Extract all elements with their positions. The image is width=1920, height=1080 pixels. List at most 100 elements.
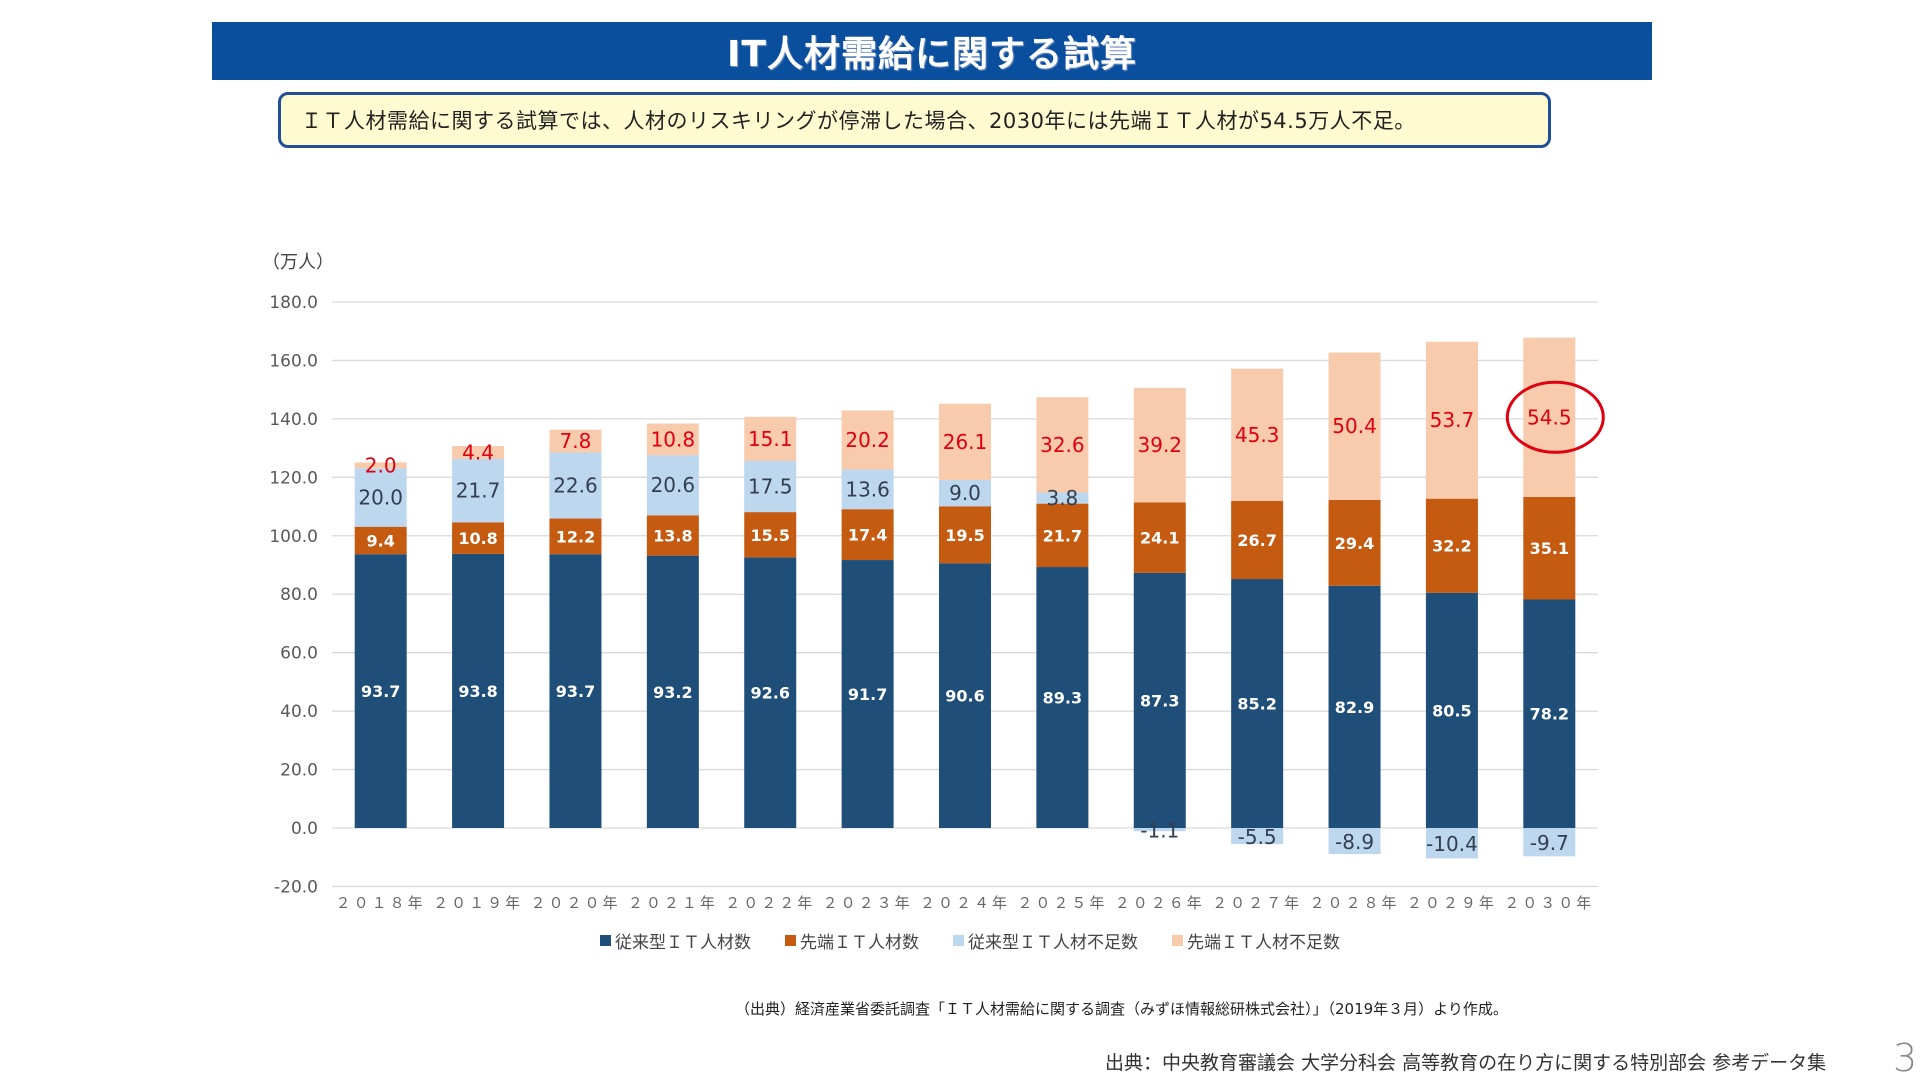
bar-conventional-shortage (1425, 828, 1478, 859)
data-label-conventional-shortage: -9.7 (1530, 831, 1569, 855)
data-label-advanced-it: 19.5 (945, 526, 984, 545)
data-label-conventional-it: 93.2 (653, 683, 692, 702)
data-label-conventional-it: 91.7 (848, 685, 887, 704)
bar-conventional-shortage (452, 458, 505, 523)
data-label-conventional-it: 89.3 (1043, 689, 1082, 708)
bar-advanced-shortage (841, 410, 894, 470)
x-tick-label: ２０２４年 (920, 894, 1010, 912)
legend-swatch (785, 935, 796, 946)
bar-conventional-it (1425, 592, 1478, 828)
bar-conventional-it (646, 555, 699, 828)
x-tick-label: ２０３０年 (1504, 894, 1594, 912)
data-label-advanced-shortage: 10.8 (651, 427, 696, 451)
data-label-advanced-it: 9.4 (367, 531, 395, 550)
bar-advanced-it (744, 512, 797, 558)
bar-advanced-shortage (1328, 352, 1381, 500)
data-label-conventional-it: 90.6 (945, 687, 984, 706)
bar-advanced-shortage (549, 429, 602, 453)
bar-conventional-shortage (1231, 828, 1284, 845)
y-tick-label: -20.0 (274, 877, 318, 897)
bar-advanced-it (452, 522, 505, 554)
x-tick-label: ２０２５年 (1017, 894, 1107, 912)
data-label-conventional-shortage: 20.0 (358, 485, 403, 509)
bar-conventional-it (1036, 567, 1089, 828)
data-label-advanced-shortage: 54.5 (1527, 405, 1572, 429)
bar-conventional-it (744, 557, 797, 828)
bar-advanced-shortage (452, 446, 505, 459)
data-label-advanced-it: 21.7 (1043, 526, 1082, 545)
bar-conventional-it (939, 563, 991, 828)
data-label-advanced-it: 26.7 (1237, 531, 1276, 550)
y-tick-label: 40.0 (280, 702, 318, 722)
data-label-conventional-shortage: 22.6 (553, 474, 598, 498)
bar-advanced-it (1231, 501, 1284, 580)
bar-advanced-it (1425, 498, 1478, 593)
data-label-conventional-shortage: -1.1 (1140, 819, 1179, 843)
data-label-conventional-it: 93.7 (361, 682, 400, 701)
bar-conventional-shortage (646, 455, 699, 516)
legend-label: 先端ＩＴ人材数 (800, 933, 919, 953)
data-label-advanced-it: 29.4 (1335, 534, 1374, 553)
data-label-conventional-it: 93.8 (458, 682, 497, 701)
bar-conventional-it (1523, 599, 1576, 828)
bar-conventional-shortage (1328, 828, 1381, 855)
bar-conventional-shortage (1133, 828, 1186, 832)
bar-advanced-it (841, 509, 894, 561)
data-label-advanced-shortage: 50.4 (1332, 414, 1377, 438)
data-label-conventional-it: 92.6 (750, 684, 789, 703)
x-tick-label: ２０２３年 (823, 894, 913, 912)
y-tick-label: 160.0 (269, 351, 318, 371)
bar-advanced-it (646, 515, 699, 556)
x-tick-label: ２０１８年 (336, 894, 426, 912)
bar-advanced-it (1133, 502, 1186, 573)
x-tick-label: ２０２８年 (1310, 894, 1400, 912)
y-tick-label: 20.0 (280, 761, 318, 781)
bar-advanced-shortage (646, 423, 699, 456)
bar-advanced-it (1328, 499, 1381, 586)
data-label-advanced-it: 24.1 (1140, 529, 1179, 548)
bar-advanced-it (939, 506, 991, 564)
data-label-advanced-shortage: 39.2 (1138, 433, 1183, 457)
bar-conventional-it (841, 560, 894, 828)
data-label-conventional-shortage: -10.4 (1426, 832, 1478, 856)
legend-label: 先端ＩＴ人材不足数 (1187, 933, 1340, 953)
bar-conventional-shortage (549, 452, 602, 519)
data-label-conventional-it: 87.3 (1140, 691, 1179, 710)
bar-conventional-it (1328, 585, 1381, 828)
x-tick-label: ２０２９年 (1407, 894, 1497, 912)
data-label-advanced-shortage: 20.2 (845, 428, 890, 452)
y-tick-label: 80.0 (280, 585, 318, 605)
highlight-circle (1505, 380, 1605, 454)
x-tick-label: ２０２６年 (1115, 894, 1205, 912)
bar-advanced-shortage (1425, 341, 1478, 499)
summary-text: ＩＴ人材需給に関する試算では、人材のリスキリングが停滞した場合、2030年には先… (301, 109, 1416, 133)
data-label-advanced-shortage: 45.3 (1235, 423, 1280, 447)
header-bar: IT人材需給に関する試算 (212, 22, 1652, 80)
data-label-conventional-shortage: -8.9 (1335, 830, 1374, 854)
bar-conventional-shortage (841, 469, 894, 510)
page-title: IT人材需給に関する試算 (727, 34, 1137, 75)
legend-swatch (1172, 935, 1183, 946)
legend-item: 先端ＩＴ人材不足数 (1172, 928, 1340, 953)
legend-label: 従来型ＩＴ人材不足数 (968, 933, 1138, 953)
bar-advanced-shortage (354, 462, 407, 469)
bar-conventional-shortage (354, 468, 407, 527)
data-label-advanced-shortage: 2.0 (365, 453, 397, 477)
bar-advanced-shortage (1133, 387, 1186, 503)
data-label-advanced-shortage: 7.8 (560, 429, 592, 453)
data-label-conventional-shortage: 21.7 (456, 479, 501, 503)
legend-swatch (953, 935, 964, 946)
data-label-advanced-it: 13.8 (653, 526, 692, 545)
bar-advanced-it (1036, 503, 1089, 568)
bar-conventional-it (1231, 579, 1284, 828)
data-label-conventional-shortage: 17.5 (748, 475, 793, 499)
bar-advanced-shortage (744, 416, 797, 461)
legend: 従来型ＩＴ人材数 先端ＩＴ人材数 従来型ＩＴ人材不足数 先端ＩＴ人材不足数 (0, 928, 1920, 953)
legend-item: 先端ＩＴ人材数 (785, 928, 919, 953)
data-label-advanced-shortage: 53.7 (1430, 408, 1475, 432)
y-axis-ticks: -20.0 0.0 20.0 40.0 60.0 80.0 100.0 120.0 140.0 1… (269, 293, 318, 897)
y-tick-label: 0.0 (291, 819, 318, 839)
bar-advanced-shortage (1523, 337, 1576, 497)
page-number: 3 (1893, 1036, 1918, 1080)
